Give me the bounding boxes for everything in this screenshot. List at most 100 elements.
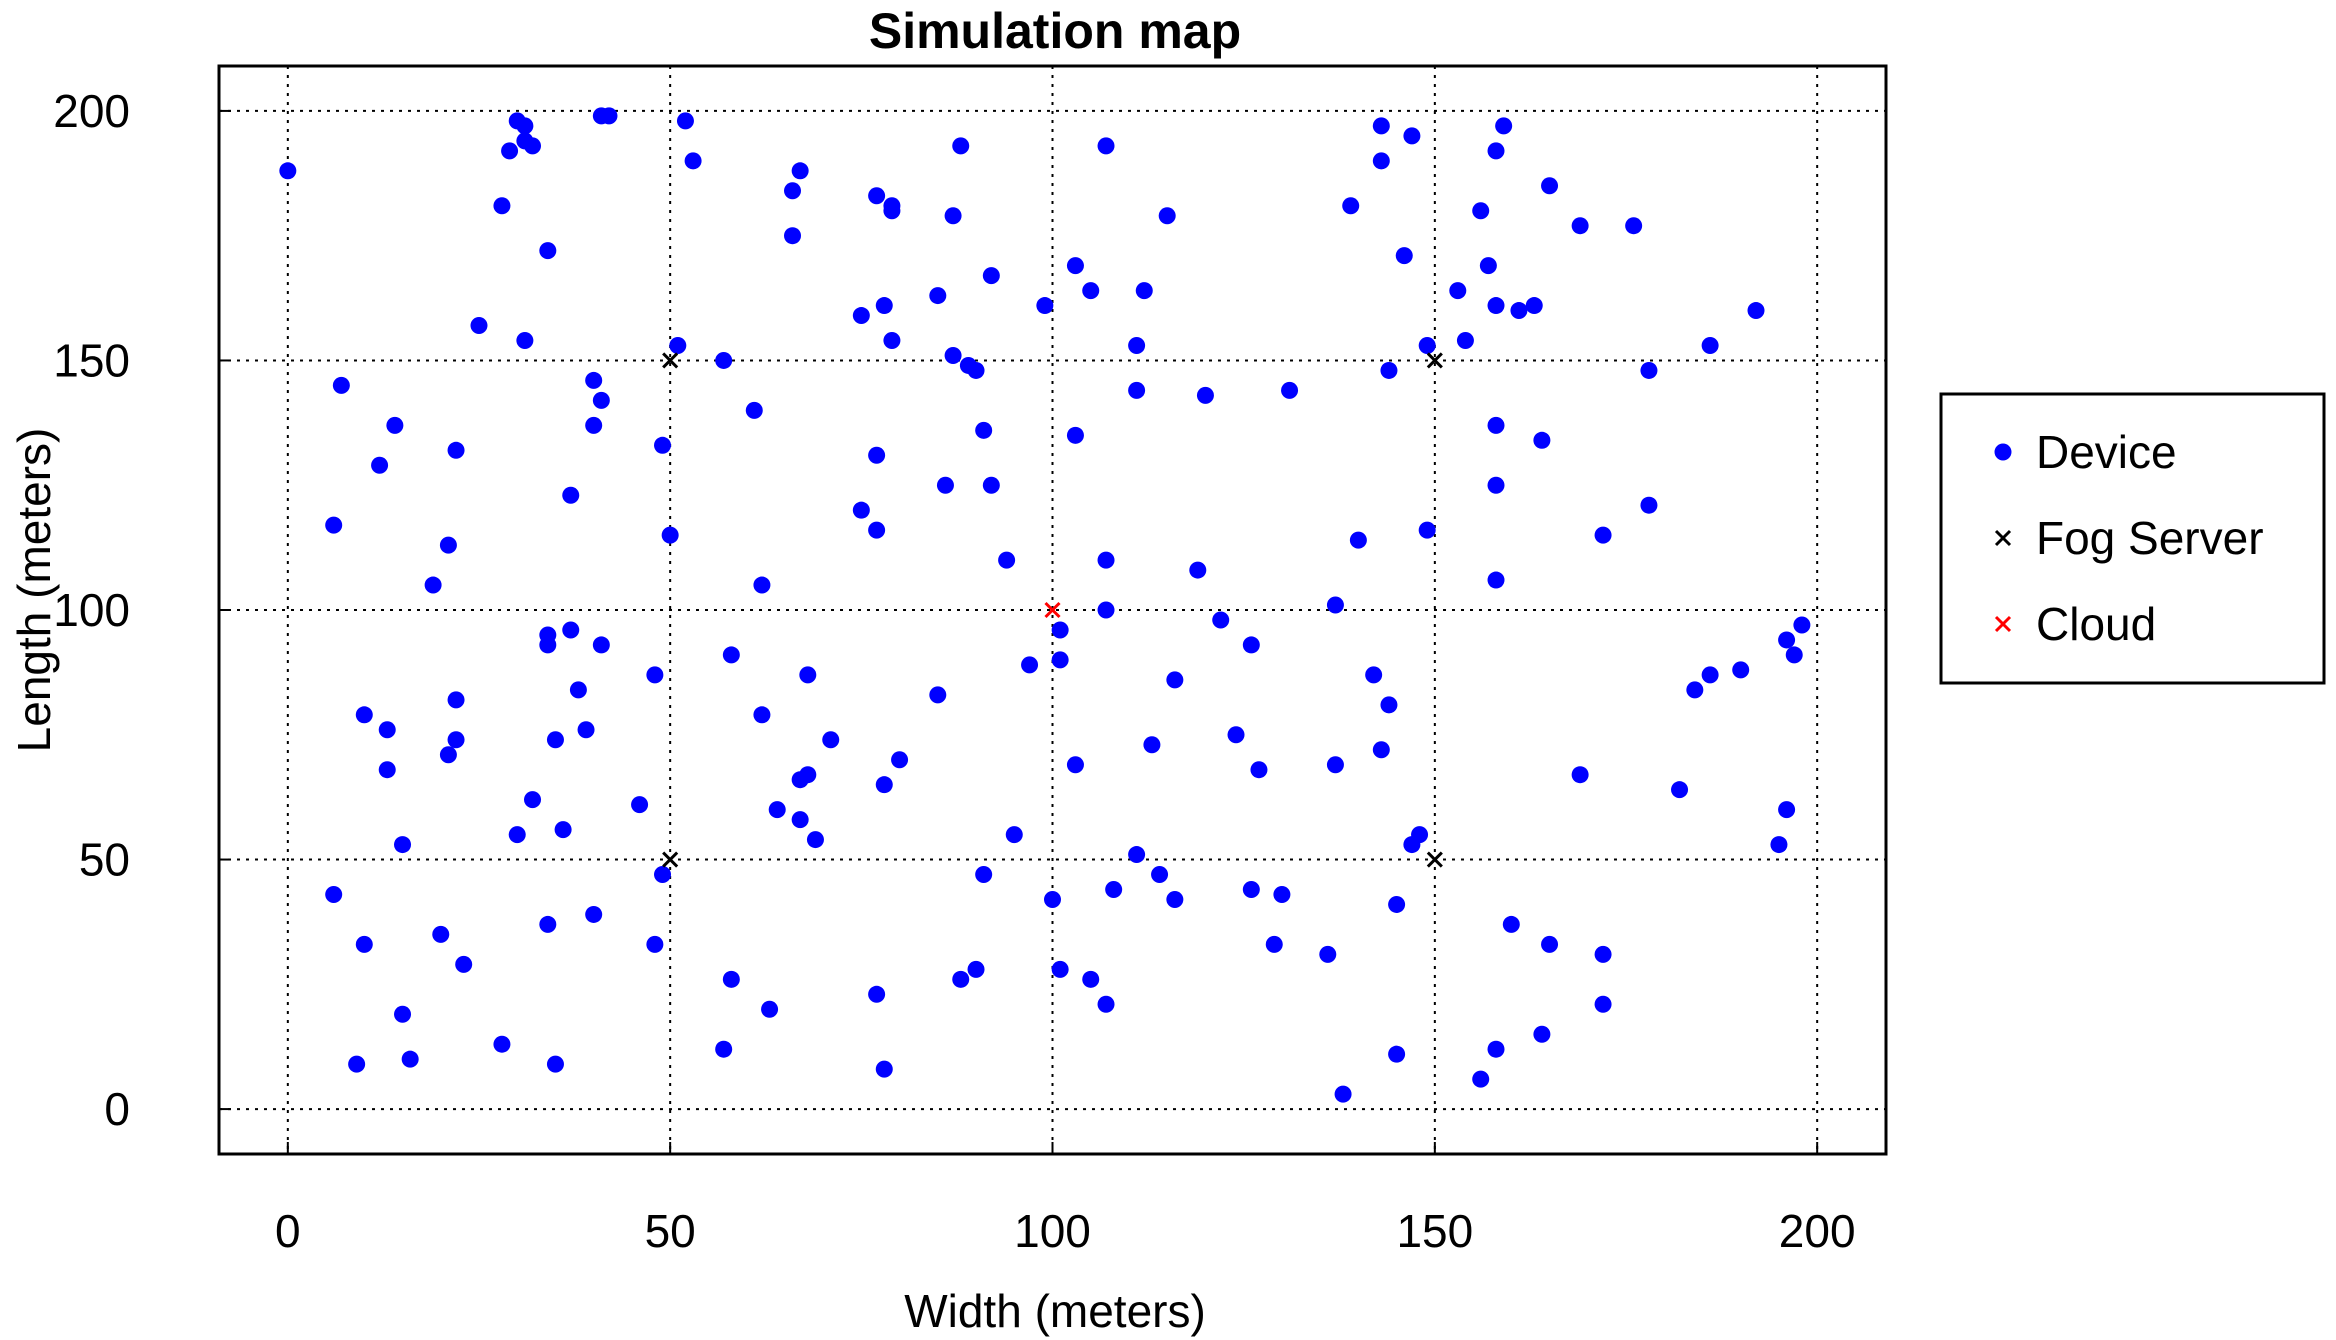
device-point — [1158, 207, 1176, 225]
device-point — [1388, 895, 1406, 913]
device-point — [875, 776, 893, 794]
device-point — [401, 1050, 419, 1068]
device-point — [1388, 1045, 1406, 1063]
device-point — [654, 866, 672, 884]
device-point — [1449, 282, 1467, 300]
device-point — [1143, 736, 1161, 754]
device-point — [355, 706, 373, 724]
device-point — [791, 162, 809, 180]
device-point — [516, 331, 534, 349]
device-point — [569, 681, 587, 699]
device-point — [1793, 616, 1811, 634]
device-point — [1097, 995, 1115, 1013]
device-point — [1640, 496, 1658, 514]
device-point — [1151, 866, 1169, 884]
device-point — [493, 197, 511, 215]
device-point — [1051, 651, 1069, 669]
device-point — [883, 197, 901, 215]
device-point — [1097, 137, 1115, 155]
device-point — [470, 317, 488, 335]
device-point — [936, 476, 954, 494]
device-point — [676, 112, 694, 130]
device-point — [1166, 671, 1184, 689]
device-point — [1395, 247, 1413, 265]
device-point — [1380, 696, 1398, 714]
device-point — [944, 346, 962, 364]
x-tick-label: 100 — [1014, 1205, 1091, 1257]
device-point — [1281, 381, 1299, 399]
device-point — [944, 207, 962, 225]
fog-server-point — [1426, 352, 1443, 369]
device-point — [1541, 935, 1559, 953]
device-point — [1097, 551, 1115, 569]
device-point — [715, 351, 733, 369]
device-point — [1051, 960, 1069, 978]
cloud-point — [1044, 601, 1061, 619]
device-point — [1479, 257, 1497, 275]
device-point — [799, 666, 817, 684]
device-point — [868, 985, 886, 1003]
device-point — [982, 267, 1000, 285]
device-point — [998, 551, 1016, 569]
device-point — [1044, 890, 1061, 908]
device-point — [546, 731, 564, 749]
device-point — [1189, 561, 1207, 579]
device-point — [1372, 741, 1390, 759]
device-point — [1250, 761, 1268, 779]
device-point — [524, 137, 542, 155]
device-point — [1686, 681, 1704, 699]
device-point — [1594, 526, 1612, 544]
device-point — [631, 796, 649, 814]
device-point — [585, 371, 603, 389]
device-point — [1273, 885, 1291, 903]
x-axis-label: Width (meters) — [904, 1285, 1206, 1337]
device-point — [661, 526, 679, 544]
chart-title: Simulation map — [869, 3, 1241, 59]
device-point — [1533, 1025, 1551, 1043]
device-point — [524, 791, 542, 809]
device-point — [1128, 381, 1146, 399]
legend-label-fog-server: Fog Server — [2036, 512, 2264, 564]
device-point — [355, 935, 373, 953]
device-point — [1418, 521, 1436, 539]
device-point — [715, 1040, 733, 1058]
device-point — [1487, 297, 1505, 315]
device-point — [600, 107, 618, 125]
device-point — [852, 501, 870, 519]
device-point — [806, 831, 824, 849]
device-point — [1495, 117, 1513, 135]
device-point — [424, 576, 442, 594]
device-point — [432, 925, 450, 943]
y-tick-label: 50 — [79, 834, 130, 886]
device-point — [1005, 826, 1023, 844]
device-point — [1701, 666, 1719, 684]
device-point — [386, 416, 404, 434]
device-point — [768, 801, 786, 819]
axis-ticks: 0 50 100 150 200 0 50 100 150 200 — [53, 85, 1855, 1257]
device-point — [394, 836, 412, 854]
device-point — [1701, 336, 1719, 354]
device-point — [1747, 302, 1765, 320]
device-point — [455, 955, 473, 973]
device-point — [592, 636, 610, 654]
device-point — [1036, 297, 1054, 315]
device-point — [967, 361, 985, 379]
device-point — [585, 416, 603, 434]
device-point — [562, 621, 580, 639]
device-point — [891, 751, 909, 769]
fog-server-point — [662, 352, 679, 369]
device-point — [975, 421, 993, 439]
device-point — [493, 1035, 511, 1053]
device-point — [562, 486, 580, 504]
device-point — [1403, 127, 1421, 145]
fog-server-point — [1426, 851, 1443, 868]
device-point — [1487, 1040, 1505, 1058]
device-point — [1571, 217, 1589, 235]
device-point — [539, 626, 557, 644]
device-point — [1640, 361, 1658, 379]
device-point — [1097, 601, 1115, 619]
device-point — [1334, 1085, 1352, 1103]
device-point — [1487, 476, 1505, 494]
device-point — [1349, 531, 1367, 549]
device-point — [1166, 890, 1184, 908]
